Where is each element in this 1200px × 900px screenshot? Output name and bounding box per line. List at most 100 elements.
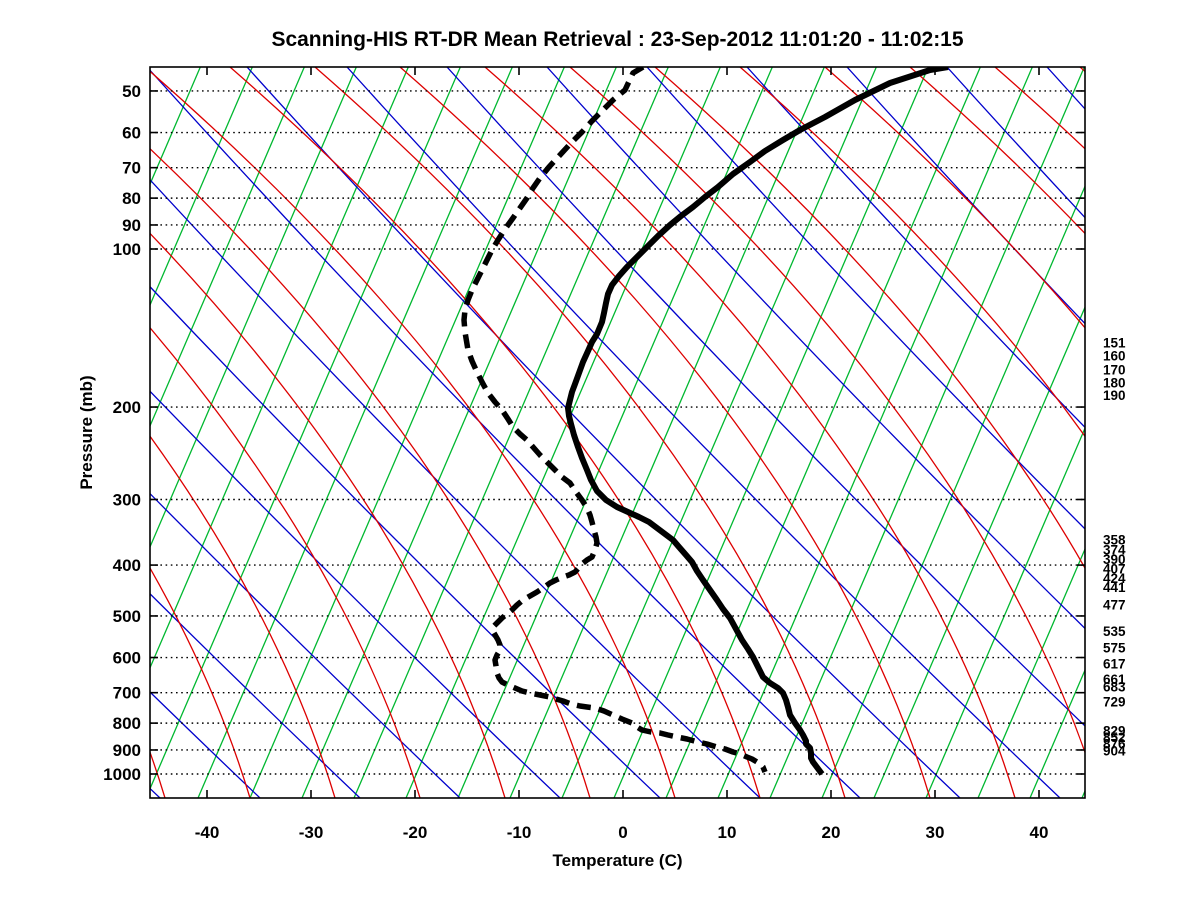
red-adiabat-line xyxy=(739,67,1085,438)
y-tick-label: 400 xyxy=(113,556,141,575)
green-isotherm-line xyxy=(150,67,357,549)
green-isotherm-line xyxy=(1081,789,1085,798)
red-adiabat-line xyxy=(1079,67,1085,73)
level-pressure-label: 904 xyxy=(1103,743,1126,758)
blue-adiabat-line xyxy=(746,67,1085,429)
blue-adiabat-line xyxy=(546,67,1085,630)
green-isotherm-line xyxy=(353,67,669,798)
green-isotherm-line xyxy=(150,67,201,186)
x-axis-label: Temperature (C) xyxy=(552,851,682,870)
level-pressure-label: 151 xyxy=(1103,335,1126,350)
x-tick-label: -10 xyxy=(507,823,532,842)
green-isotherm-line xyxy=(769,67,1085,798)
y-tick-label: 1000 xyxy=(103,765,141,784)
blue-adiabat-line xyxy=(150,492,461,798)
plot-area xyxy=(0,67,1085,798)
green-isotherm-line xyxy=(405,67,721,798)
green-isotherm-line xyxy=(249,67,565,798)
level-pressure-label: 407 xyxy=(1103,562,1126,577)
level-pressure-label: 617 xyxy=(1103,656,1126,671)
y-tick-label: 50 xyxy=(122,82,141,101)
green-isotherm-line xyxy=(665,67,981,798)
level-pressure-label: 477 xyxy=(1103,598,1126,613)
blue-adiabat-line xyxy=(446,67,1085,727)
level-pressure-label: 160 xyxy=(1103,349,1126,364)
blue-adiabat-line xyxy=(150,592,361,798)
green-isotherm-line xyxy=(821,184,1085,798)
level-pressure-label: 358 xyxy=(1103,532,1126,547)
level-pressure-label: 683 xyxy=(1103,680,1126,695)
green-isotherm-line xyxy=(925,426,1085,798)
y-tick-label: 200 xyxy=(113,398,141,417)
level-pressure-label: 424 xyxy=(1103,571,1126,586)
green-isotherm-line xyxy=(717,67,1033,798)
green-isotherm-line xyxy=(150,67,253,307)
red-adiabat-line xyxy=(150,326,421,798)
green-isotherm-line xyxy=(1029,668,1085,798)
level-pressure-label: 170 xyxy=(1103,362,1126,377)
y-tick-label: 300 xyxy=(113,490,141,509)
red-adiabat-line xyxy=(399,67,931,798)
green-isotherm-line xyxy=(561,67,877,798)
green-isotherm-line xyxy=(0,67,44,798)
red-adiabat-line xyxy=(150,232,506,798)
green-isotherm-line xyxy=(301,67,617,798)
green-isotherm-line xyxy=(150,67,409,670)
green-isotherm-line xyxy=(613,67,929,798)
y-tick-label: 90 xyxy=(122,216,141,235)
blue-adiabat-line xyxy=(246,67,961,798)
blue-adiabat-line xyxy=(646,67,1085,530)
red-adiabat-line xyxy=(150,70,676,798)
level-pressure-label: 729 xyxy=(1103,694,1126,709)
red-adiabat-line xyxy=(569,67,1085,755)
blue-adiabat-line xyxy=(150,390,561,798)
level-pressure-label: 852 xyxy=(1103,730,1126,745)
green-isotherm-line xyxy=(150,67,305,428)
y-tick-label: 900 xyxy=(113,741,141,760)
level-pressure-label: 535 xyxy=(1103,624,1126,639)
red-adiabat-line xyxy=(150,566,251,798)
temperature-profile-line xyxy=(565,67,949,776)
y-tick-label: 700 xyxy=(113,684,141,703)
level-pressure-label: 575 xyxy=(1103,640,1126,655)
blue-adiabat-line xyxy=(150,178,761,798)
level-pressure-label: 180 xyxy=(1103,376,1126,391)
blue-adiabat-line xyxy=(150,285,661,798)
y-tick-label: 60 xyxy=(122,124,141,143)
level-pressure-label: 829 xyxy=(1103,724,1126,739)
level-pressure-label: 190 xyxy=(1103,388,1126,403)
red-adiabat-line xyxy=(824,67,1085,329)
x-tick-label: 40 xyxy=(1030,823,1049,842)
blue-adiabat-line xyxy=(846,67,1085,325)
dewpoint-profile-line xyxy=(461,67,768,774)
blue-adiabat-line xyxy=(346,67,1061,798)
x-tick-label: 10 xyxy=(718,823,737,842)
green-isotherm-line xyxy=(197,67,513,798)
y-tick-label: 70 xyxy=(122,159,141,178)
x-tick-label: 30 xyxy=(926,823,945,842)
level-pressure-label: 876 xyxy=(1103,736,1126,751)
red-adiabat-line xyxy=(150,435,336,798)
x-tick-label: 0 xyxy=(618,823,627,842)
red-adiabat-line xyxy=(484,67,1016,798)
y-tick-label: 80 xyxy=(122,189,141,208)
blue-adiabat-line xyxy=(946,67,1085,219)
green-isotherm-line xyxy=(977,547,1085,798)
green-isotherm-line xyxy=(457,67,773,798)
blue-adiabat-line xyxy=(150,69,861,798)
level-pressure-label: 374 xyxy=(1103,542,1126,557)
green-isotherm-line xyxy=(150,67,461,791)
chart-title: Scanning-HIS RT-DR Mean Retrieval : 23-S… xyxy=(271,28,964,51)
y-tick-label: 500 xyxy=(113,607,141,626)
red-adiabat-line xyxy=(654,67,1085,570)
level-pressure-label: 441 xyxy=(1103,580,1126,595)
x-tick-label: -20 xyxy=(403,823,428,842)
y-tick-label: 600 xyxy=(113,649,141,668)
red-adiabat-line xyxy=(909,67,1085,235)
green-isotherm-line xyxy=(873,305,1085,798)
y-tick-label: 800 xyxy=(113,714,141,733)
axes-box xyxy=(149,66,1086,799)
x-tick-label: -30 xyxy=(299,823,324,842)
